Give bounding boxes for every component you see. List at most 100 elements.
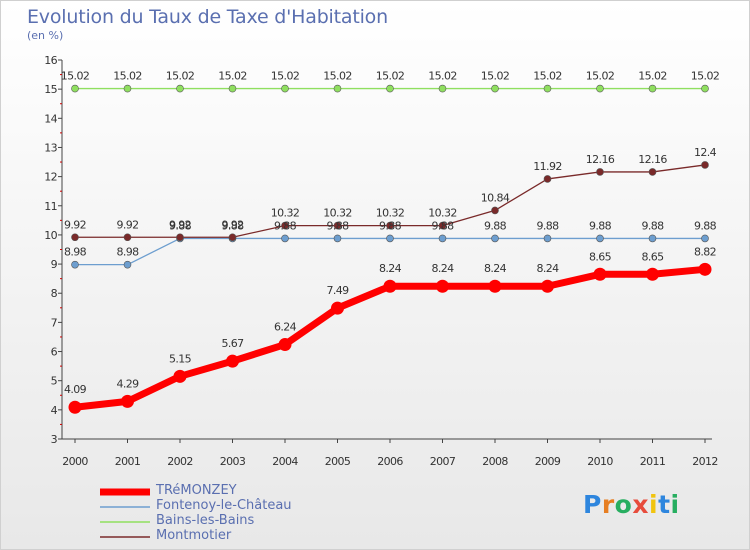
- data-point: [226, 354, 239, 368]
- data-point: [543, 234, 552, 243]
- data-label: 15.02: [428, 70, 457, 83]
- data-label: 12.16: [638, 153, 667, 166]
- data-point: [438, 84, 447, 93]
- x-tick-label: 2009: [535, 455, 561, 468]
- data-label: 12.16: [586, 153, 615, 166]
- data-label: 8.65: [641, 250, 664, 263]
- data-label: 6.24: [274, 321, 297, 334]
- data-point: [281, 234, 289, 243]
- x-tick-label: 2008: [482, 455, 508, 468]
- data-point: [488, 279, 502, 293]
- data-point: [648, 84, 657, 93]
- legend-swatch: [100, 536, 150, 538]
- y-tick-label: 4: [51, 404, 58, 417]
- proxiti-logo: Proxiti: [583, 490, 680, 519]
- data-label: 9.88: [274, 219, 297, 232]
- data-point: [71, 260, 79, 269]
- y-tick-label: 7: [51, 316, 58, 329]
- data-label: 8.65: [589, 250, 612, 263]
- data-label: 15.02: [218, 70, 247, 83]
- y-tick-label: 6: [51, 346, 58, 359]
- data-label: 12.4: [694, 146, 717, 159]
- data-label: 9.88: [641, 219, 664, 232]
- x-tick-label: 2005: [325, 455, 351, 468]
- data-label: 9.92: [169, 218, 191, 231]
- x-tick-label: 2012: [692, 455, 718, 468]
- data-point: [596, 168, 604, 176]
- y-tick-label: 3: [51, 433, 58, 446]
- data-label: 9.92: [221, 218, 243, 231]
- chart-unit-label: (en %): [27, 29, 64, 42]
- data-point: [648, 234, 657, 243]
- data-label: 10.32: [323, 207, 352, 220]
- logo-letter: t: [658, 490, 671, 519]
- logo-letter: r: [601, 490, 615, 519]
- data-label: 15.02: [61, 70, 90, 83]
- data-point: [123, 233, 132, 242]
- data-label: 15.02: [481, 70, 510, 83]
- y-tick-label: 5: [51, 375, 58, 388]
- y-tick-label: 14: [44, 112, 57, 125]
- legend-label: Fontenoy-le-Château: [156, 498, 292, 513]
- data-label: 15.02: [323, 70, 352, 83]
- data-point: [436, 279, 449, 293]
- data-label: 9.88: [589, 219, 612, 232]
- x-tick-label: 2004: [272, 455, 298, 468]
- data-label: 9.88: [536, 219, 559, 232]
- data-point: [438, 234, 447, 243]
- y-tick-label: 8: [51, 287, 58, 300]
- legend-swatch: [100, 521, 150, 523]
- data-label: 9.88: [484, 219, 507, 232]
- data-label: 8.24: [431, 262, 454, 275]
- data-point: [701, 234, 709, 243]
- logo-letter: i: [670, 490, 680, 519]
- x-tick-label: 2011: [640, 455, 666, 468]
- data-label: 4.09: [64, 383, 87, 396]
- data-point: [333, 234, 342, 243]
- x-tick-label: 2006: [377, 455, 403, 468]
- y-tick-label: 10: [44, 229, 57, 242]
- data-point: [438, 221, 447, 230]
- y-tick-label: 9: [51, 258, 58, 271]
- data-point: [173, 369, 187, 383]
- chart-title: Evolution du Taux de Taxe d'Habitation: [27, 6, 388, 28]
- data-point: [541, 279, 554, 293]
- data-point: [648, 168, 657, 176]
- logo-letter: x: [632, 490, 649, 519]
- x-tick-label: 2000: [62, 455, 88, 468]
- data-point: [701, 161, 709, 169]
- data-point: [71, 84, 79, 93]
- data-point: [491, 206, 499, 215]
- data-point: [123, 84, 132, 93]
- data-point: [68, 400, 82, 414]
- data-label: 15.02: [271, 70, 300, 83]
- data-label: 5.67: [221, 337, 244, 350]
- data-point: [491, 234, 499, 243]
- data-label: 9.92: [116, 218, 138, 231]
- y-tick-label: 11: [44, 200, 57, 213]
- data-label: 5.15: [169, 352, 192, 365]
- data-point: [71, 233, 79, 242]
- data-point: [491, 84, 499, 93]
- data-label: 8.98: [116, 246, 139, 259]
- data-point: [176, 84, 184, 93]
- data-point: [176, 233, 184, 242]
- data-label: 7.49: [326, 284, 349, 297]
- data-label: 8.98: [64, 246, 87, 259]
- data-point: [543, 84, 552, 93]
- data-point: [596, 84, 604, 93]
- data-label: 9.92: [64, 218, 86, 231]
- x-tick-label: 2007: [430, 455, 456, 468]
- data-point: [123, 260, 132, 269]
- data-label: 15.02: [691, 70, 720, 83]
- data-point: [383, 279, 397, 293]
- data-point: [698, 262, 712, 276]
- legend-swatch: [100, 506, 150, 508]
- data-label: 15.02: [166, 70, 195, 83]
- data-label: 10.32: [428, 207, 457, 220]
- data-label: 15.02: [376, 70, 405, 83]
- logo-letter: o: [614, 490, 633, 519]
- data-label: 8.24: [379, 262, 402, 275]
- data-point: [281, 84, 289, 93]
- y-tick-label: 15: [44, 83, 57, 96]
